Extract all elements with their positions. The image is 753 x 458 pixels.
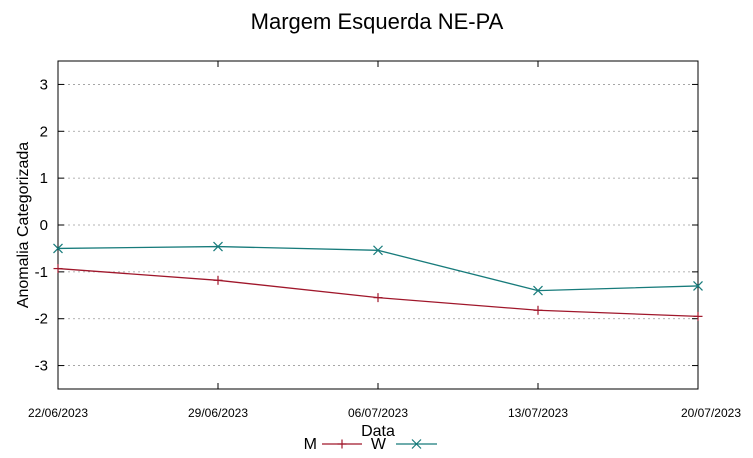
x-axis: 22/06/2023 29/06/2023 06/07/2023 13/07/2023… — [28, 61, 741, 420]
x-tick-label: 20/07/2023 — [681, 406, 741, 420]
legend-marker-w-stroke — [411, 439, 422, 449]
series-m-point — [693, 311, 703, 321]
y-axis: 3 2 1 0 -1 -2 -3 — [35, 76, 698, 375]
y-tick-label: -1 — [35, 264, 48, 281]
series-w-point — [53, 243, 63, 254]
series-line-w — [57, 245, 699, 292]
series-w-point-stroke — [213, 241, 223, 252]
grid — [58, 84, 698, 366]
series-m-point — [53, 264, 63, 274]
series-layer — [53, 241, 703, 321]
series-w-point — [693, 280, 703, 291]
y-tick-label: 3 — [40, 76, 48, 93]
y-tick-label: 1 — [40, 170, 48, 187]
series-w-point — [533, 285, 543, 296]
series-w-point-stroke — [533, 285, 543, 296]
x-tick-label: 06/07/2023 — [348, 406, 408, 420]
series-w-point-stroke — [693, 280, 703, 291]
series-line-m — [57, 267, 699, 318]
series-w-point — [373, 245, 383, 256]
x-tick-label: 29/06/2023 — [188, 406, 248, 420]
legend-marker-m — [337, 439, 347, 449]
series-m-point — [373, 293, 383, 303]
legend-label-w: W — [371, 436, 387, 453]
y-tick-label: -2 — [35, 311, 48, 328]
legend-label-m: M — [304, 436, 317, 453]
y-axis-label: Anomalia Categorizada — [15, 142, 32, 308]
legend-marker-w — [411, 439, 422, 449]
x-tick-label: 22/06/2023 — [28, 406, 88, 420]
series-m-point — [533, 305, 543, 315]
x-tick-label: 13/07/2023 — [508, 406, 568, 420]
chart-title: Margem Esquerda NE-PA — [251, 9, 504, 34]
series-m-point — [213, 275, 223, 285]
y-tick-label: 2 — [40, 123, 48, 140]
y-tick-label: 0 — [40, 217, 48, 234]
y-tick-label: -3 — [35, 358, 48, 375]
x-axis-label: Data — [361, 423, 395, 440]
series-w-point — [213, 241, 223, 252]
series-w-point-stroke — [53, 243, 63, 254]
series-w-point-stroke — [373, 245, 383, 256]
